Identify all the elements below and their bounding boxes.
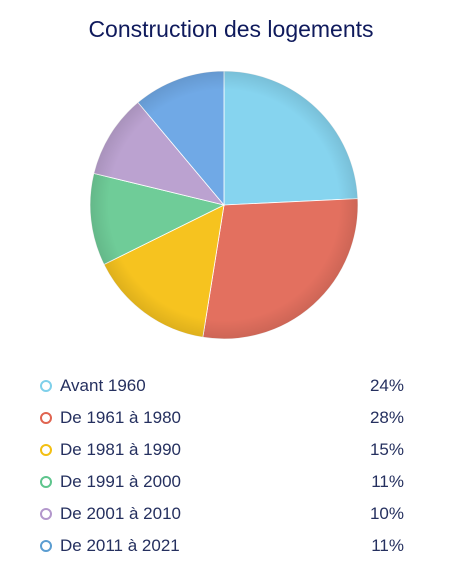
legend-marker bbox=[40, 444, 52, 456]
legend-item-de-2011-a-2021: De 2011 à 2021 11% bbox=[40, 530, 404, 562]
legend-value: 10% bbox=[369, 504, 404, 523]
chart-legend: Avant 1960 24% De 1961 à 1980 28% De 1981 à … bbox=[40, 370, 404, 562]
legend-marker bbox=[40, 476, 52, 488]
legend-marker bbox=[40, 412, 52, 424]
legend-item-de-1981-a-1990: De 1981 à 1990 15% bbox=[40, 434, 404, 466]
pie-slice-avant-1960 bbox=[223, 70, 359, 206]
legend-label: De 1981 à 1990 bbox=[60, 440, 181, 459]
legend-marker bbox=[40, 380, 52, 392]
legend-value: 28% bbox=[369, 408, 404, 427]
legend-marker bbox=[40, 508, 52, 520]
legend-value: 15% bbox=[369, 440, 404, 459]
legend-item-de-2001-a-2010: De 2001 à 2010 10% bbox=[40, 498, 404, 530]
legend-item-avant-1960: Avant 1960 24% bbox=[40, 370, 404, 402]
pie-slice-de-1961-a-1980 bbox=[202, 198, 359, 340]
legend-value: 11% bbox=[371, 472, 404, 491]
legend-label: Avant 1960 bbox=[60, 376, 146, 395]
legend-marker bbox=[40, 540, 52, 552]
chart-title: Construction des logements bbox=[88, 16, 374, 42]
legend-label: De 2001 à 2010 bbox=[60, 504, 181, 523]
legend-label: De 2011 à 2021 bbox=[60, 536, 180, 555]
legend-item-de-1991-a-2000: De 1991 à 2000 11% bbox=[40, 466, 404, 498]
legend-value: 11% bbox=[371, 536, 404, 555]
legend-label: De 1961 à 1980 bbox=[60, 408, 181, 427]
legend-item-de-1961-a-1980: De 1961 à 1980 28% bbox=[40, 402, 404, 434]
legend-label: De 1991 à 2000 bbox=[60, 472, 181, 491]
legend-value: 24% bbox=[369, 376, 404, 395]
pie-chart bbox=[89, 70, 359, 340]
